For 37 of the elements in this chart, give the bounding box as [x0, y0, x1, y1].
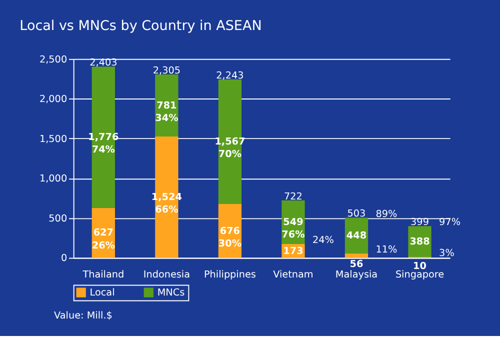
total-label: 722: [284, 191, 302, 202]
y-tick-label: 500: [48, 213, 68, 224]
data-label: 676 30%: [218, 226, 242, 250]
total-label: 2,305: [152, 65, 180, 76]
y-tick-label: 2,000: [39, 94, 68, 106]
data-label: 627 26%: [92, 228, 116, 252]
text: Value: Mill.$: [54, 310, 112, 322]
total-label: 2,243: [216, 70, 244, 82]
annotation: 24%: [312, 235, 334, 246]
total-label: 503: [347, 208, 366, 220]
data-label: 10: [413, 260, 427, 272]
y-tick-label: 1,500: [39, 134, 68, 145]
x-tick-label: Malaysia: [335, 270, 378, 281]
x-tick-label: Vietnam: [273, 270, 314, 281]
annotation: 97%: [439, 217, 460, 228]
data-label: 549 76%: [282, 217, 306, 241]
legend-label: Local: [90, 287, 115, 298]
x-tick-label: Singapore: [395, 270, 444, 281]
annotation: 3%: [439, 248, 454, 260]
data-label: 173: [283, 246, 304, 257]
x-tick-label: Indonesia: [143, 270, 190, 281]
data-label: 1,776 74%: [88, 132, 119, 156]
legend-label: MNCs: [157, 287, 185, 298]
data-label: 388: [410, 236, 430, 248]
data-label: 781 34%: [155, 100, 179, 124]
data-label: 1,567 70%: [214, 136, 246, 160]
y-tick-label: 0: [60, 253, 68, 264]
y-tick-label: 1,000: [39, 174, 68, 185]
y-tick-label: 2,500: [39, 54, 68, 66]
data-label: 56: [350, 259, 364, 270]
x-tick-label: Philippines: [204, 270, 256, 281]
x-tick-label: Thailand: [82, 270, 124, 281]
annotation: 89%: [376, 208, 398, 220]
annotation: 11%: [376, 244, 398, 256]
data-label: 448: [346, 230, 367, 242]
chart-title: Local vs MNCs by Country in ASEAN: [20, 18, 262, 34]
bar: [344, 253, 368, 258]
